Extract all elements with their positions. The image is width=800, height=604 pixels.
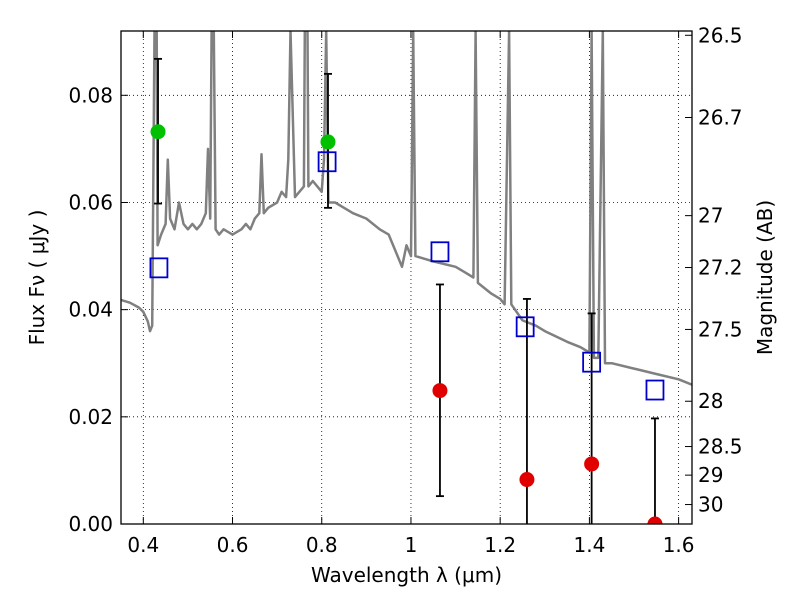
x-tick-label: 0.6 [217,533,249,557]
x-tick-label: 0.8 [306,533,338,557]
plot-frame [120,30,693,525]
y-right-axis-label: Magnitude (AB) [753,200,777,355]
nondetection-point [519,472,535,488]
model-photometry-square [645,379,665,401]
y-right-tick-label: 27.2 [698,256,743,280]
series-layer [121,31,692,524]
detection-point [150,124,166,140]
model-photometry-square [582,351,602,373]
y-axis-label: Flux Fν ( μJy ) [25,210,49,346]
y-tick-label: 0.06 [68,190,113,214]
grid [121,31,692,524]
model-spectrum-line [121,31,692,386]
y-tick-label: 0.02 [68,405,113,429]
y-tick-label: 0.08 [68,83,113,107]
x-axis-label: Wavelength λ (μm) [311,563,502,587]
y-right-tick-label: 28 [698,389,723,413]
model-photometry-square [430,241,450,263]
nondetection-point [584,456,600,472]
axes: 0.4 0.6 0.8 1 1.2 1.4 1.6 0.00 0.02 0.04 0.06 0.08 2… [68,23,742,557]
x-tick-label: 1.4 [573,533,605,557]
detection-point [320,134,336,150]
model-photometry-square [515,316,535,338]
y-tick-label: 0.04 [68,298,113,322]
plot-area [121,31,692,524]
x-tick-label: 1 [405,533,418,557]
y-right-tick-label: 30 [698,493,723,517]
y-right-tick-label: 26.7 [698,106,743,130]
model-photometry-square [317,151,337,173]
nondetection-point [647,516,663,524]
x-tick-label: 1.6 [663,533,695,557]
y-right-tick-label: 29 [698,463,723,487]
x-tick-label: 0.4 [127,533,159,557]
y-right-tick-label: 27.5 [698,317,743,341]
y-right-tick-label: 28.5 [698,435,743,459]
y-right-tick-label: 26.5 [698,23,743,47]
y-tick-label: 0.00 [68,512,113,536]
model-photometry-square [149,257,169,279]
y-right-tick-label: 27 [698,204,723,228]
nondetection-point [432,383,448,399]
x-tick-label: 1.2 [484,533,516,557]
